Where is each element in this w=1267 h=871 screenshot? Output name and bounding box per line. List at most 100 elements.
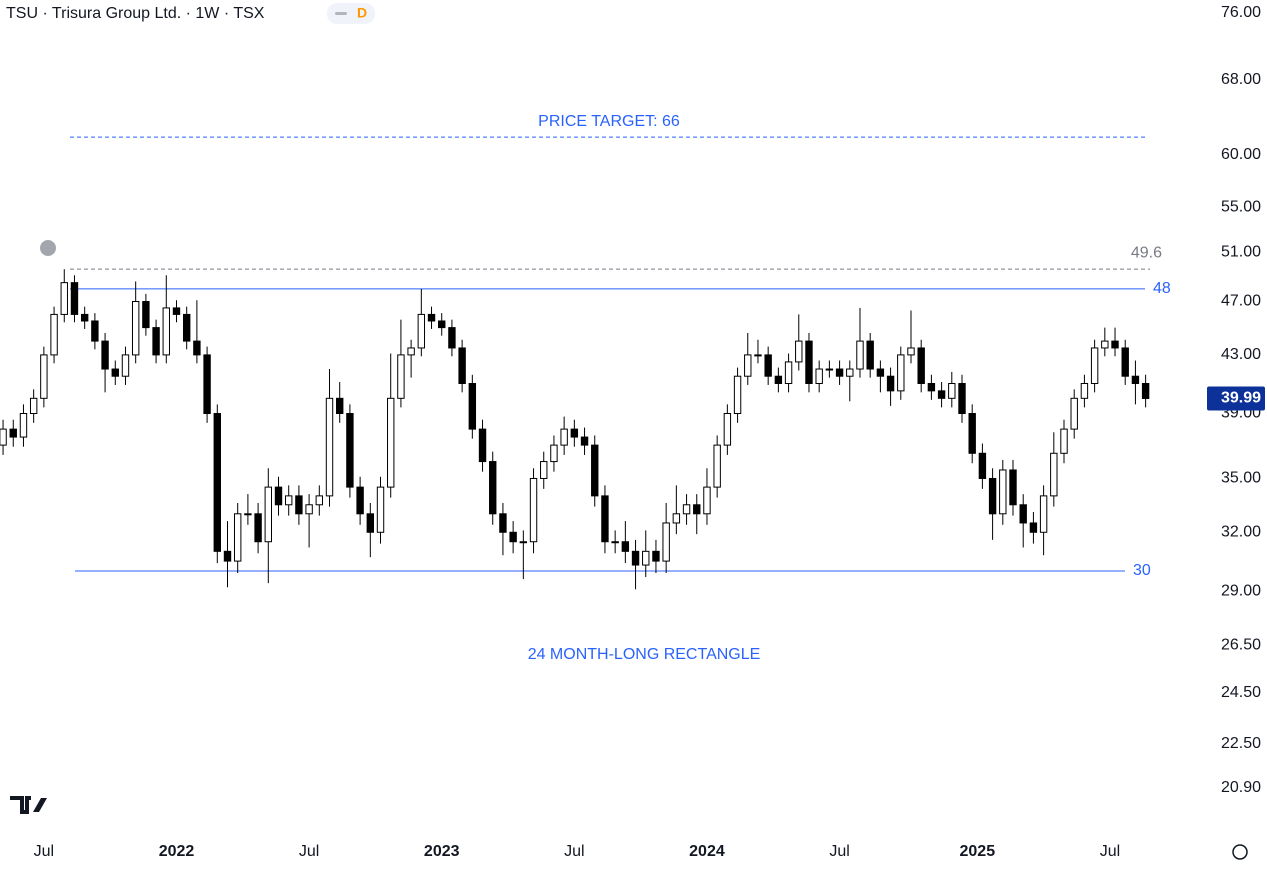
candle-body xyxy=(815,368,823,384)
candle-body xyxy=(805,340,813,384)
x-tick-label: Jul xyxy=(829,843,849,860)
alarm-icon xyxy=(40,240,56,256)
candle-body xyxy=(866,340,874,370)
candle-body xyxy=(856,340,864,370)
candle-body xyxy=(927,382,936,392)
x-tick-label: Jul xyxy=(1100,843,1120,860)
candle-body xyxy=(733,375,742,415)
x-tick-label: Jul xyxy=(564,843,584,860)
candle-body xyxy=(295,495,303,515)
candle-body xyxy=(1029,522,1038,533)
level-label: 49.6 xyxy=(1131,244,1162,261)
settings-icon[interactable] xyxy=(1232,844,1248,860)
y-tick-label: 26.50 xyxy=(1221,637,1261,654)
candle-body xyxy=(652,550,660,562)
candle-body xyxy=(274,486,283,506)
candle-body xyxy=(458,347,466,384)
candle-body xyxy=(29,397,38,415)
candle-body xyxy=(121,354,130,377)
candle-body xyxy=(254,513,262,543)
candle-body xyxy=(948,382,956,399)
candle-body xyxy=(1050,452,1058,497)
candle-body xyxy=(825,368,834,371)
candle-body xyxy=(91,320,99,342)
candle-body xyxy=(193,340,201,356)
badge-bg xyxy=(327,3,375,24)
candle-body xyxy=(356,486,364,515)
candle-body xyxy=(387,397,395,488)
logo xyxy=(33,798,47,812)
candle-body xyxy=(438,320,446,329)
candle-body xyxy=(631,550,640,566)
candle-body xyxy=(550,444,558,463)
candle-body xyxy=(397,354,405,399)
candle-body xyxy=(407,347,415,356)
candle-body xyxy=(101,340,109,370)
candle-body xyxy=(376,486,385,533)
candle-body xyxy=(642,550,650,566)
candle-body xyxy=(1019,504,1027,524)
candle-body xyxy=(1080,382,1089,399)
candle-body xyxy=(723,413,732,446)
candle-body xyxy=(111,368,119,377)
candle-body xyxy=(50,313,58,356)
candle-body xyxy=(315,495,324,506)
x-tick-label: 2024 xyxy=(689,843,725,860)
last-price-box xyxy=(1207,386,1265,411)
y-tick-label: 60.00 xyxy=(1221,146,1261,163)
chart-title: TSU · Trisura Group Ltd. · 1W · TSX xyxy=(6,5,265,22)
candle-body xyxy=(264,486,272,543)
badge-dash xyxy=(335,12,347,15)
candle-body xyxy=(172,307,181,315)
candle-body xyxy=(417,313,426,349)
candle-body xyxy=(999,469,1007,515)
candle-body xyxy=(1101,340,1109,349)
candle-body xyxy=(1039,495,1048,533)
candle-body xyxy=(244,513,252,516)
candle-body xyxy=(744,354,752,377)
candle-body xyxy=(489,461,497,515)
candle-body xyxy=(662,522,670,562)
candle-body xyxy=(876,368,885,377)
candle-body xyxy=(468,382,477,430)
candle-body xyxy=(529,477,538,543)
candle-body xyxy=(570,428,579,438)
y-tick-label: 29.00 xyxy=(1221,583,1261,600)
candle-body xyxy=(509,531,517,543)
candle-body xyxy=(693,504,701,515)
x-tick-label: 2022 xyxy=(159,843,195,860)
candle-body xyxy=(1060,428,1068,454)
candle-body xyxy=(835,368,844,377)
candle-body xyxy=(19,413,28,438)
candle-body xyxy=(1111,340,1119,349)
candle-body xyxy=(305,504,313,515)
candle-body xyxy=(968,413,976,454)
candle-body xyxy=(560,428,568,446)
candle-body xyxy=(336,397,344,415)
x-tick-label: Jul xyxy=(34,843,54,860)
candle-body xyxy=(233,513,242,562)
candle-body xyxy=(958,382,966,415)
candle-body xyxy=(672,513,681,524)
candle-body xyxy=(897,354,905,392)
candle-body xyxy=(907,347,915,356)
candle-body xyxy=(713,444,721,488)
candle-body xyxy=(9,428,17,438)
candle-body xyxy=(70,282,79,315)
candle-body xyxy=(540,461,548,479)
candle-body xyxy=(162,307,170,356)
candle-body xyxy=(478,428,487,463)
candle-body xyxy=(182,313,191,342)
annotation: PRICE TARGET: 66 xyxy=(538,113,680,130)
candle-body xyxy=(0,428,7,446)
y-tick-label: 47.00 xyxy=(1221,293,1261,310)
level-label: 48 xyxy=(1153,280,1171,297)
y-tick-label: 35.00 xyxy=(1221,470,1261,487)
candle-body xyxy=(988,477,997,515)
level-label: 30 xyxy=(1133,562,1151,579)
candle-body xyxy=(325,397,334,497)
candle-body xyxy=(621,541,630,552)
candle-body xyxy=(1090,347,1099,384)
y-tick-label: 32.00 xyxy=(1221,523,1261,540)
